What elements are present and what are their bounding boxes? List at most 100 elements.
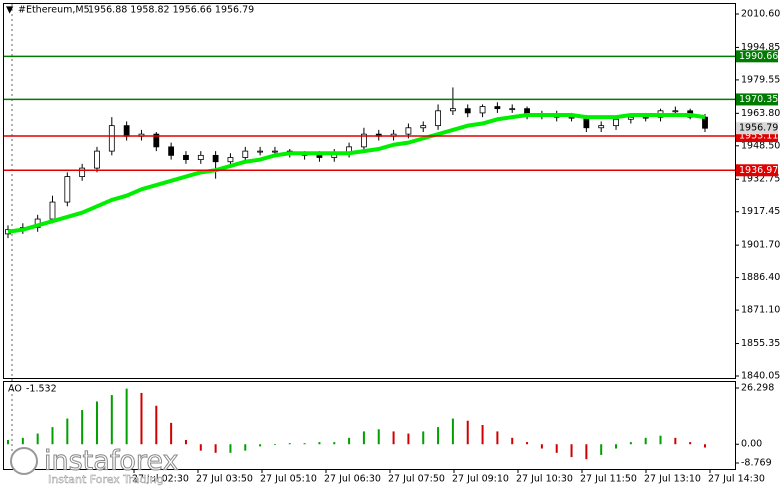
ao-bar — [110, 395, 113, 445]
ao-bar — [303, 443, 306, 445]
ao-bar — [629, 442, 632, 445]
bull-candle — [435, 110, 441, 127]
bull-candle — [197, 154, 204, 161]
ao-bar — [674, 437, 677, 445]
bull-candle — [94, 150, 100, 169]
brand: instaforex — [44, 446, 178, 477]
ao-bar — [229, 444, 232, 453]
bull-candle — [672, 110, 679, 113]
x-tick-label: 27 Jul 07:50 — [388, 474, 445, 485]
bull-candle — [227, 157, 234, 163]
ao-bar — [615, 444, 618, 449]
bear-candle — [212, 154, 219, 163]
y-tick-label: 1840.05 — [741, 371, 780, 382]
ao-bar — [95, 401, 98, 445]
x-tick-label: 27 Jul 10:30 — [516, 474, 573, 485]
ao-bar — [318, 442, 321, 445]
y-tick-label: -8.769 — [741, 458, 772, 469]
x-tick-label: 27 Jul 11:50 — [580, 474, 637, 485]
ao-bar — [81, 410, 84, 445]
bull-candle — [449, 108, 456, 112]
ao-bar — [170, 422, 173, 445]
level-box — [736, 50, 778, 63]
bull-candle — [568, 116, 575, 119]
ao-bar — [66, 418, 69, 445]
ao-bar — [511, 437, 514, 445]
ao-bar — [466, 420, 469, 445]
ao-bar — [362, 431, 365, 445]
bull-candle — [242, 150, 249, 158]
current-price: 1956.79 — [739, 123, 778, 134]
ao-bar — [585, 444, 588, 460]
ao-bar — [51, 427, 54, 445]
bull-candle — [613, 118, 619, 127]
ao-bar — [407, 433, 410, 445]
ao-bar — [377, 429, 380, 445]
y-tick-label: 1994.85 — [741, 42, 780, 53]
plot-layer: 2010.60 1994.85 1979.55 1963.80 1948.50 1932.… — [4, 9, 780, 485]
x-tick-label: 27 Jul 03:50 — [196, 474, 253, 485]
bull-candle — [598, 125, 605, 129]
x-tick-label: 27 Jul 02:30 — [132, 474, 189, 485]
bear-candle — [123, 125, 130, 137]
level-box — [736, 164, 778, 177]
bull-candle — [272, 150, 278, 153]
ao-bar — [392, 431, 395, 445]
ao-bar — [333, 442, 336, 445]
ao-bar — [7, 439, 9, 445]
ao-bar — [422, 431, 425, 445]
level-label: 1953.11 — [739, 131, 778, 142]
ao-bar — [199, 444, 202, 451]
ao-bar — [555, 444, 558, 453]
ao-panel — [3, 381, 736, 470]
ao-bar — [244, 444, 247, 451]
y-tick-label: 1886.40 — [741, 272, 780, 283]
bear-candle — [153, 133, 160, 148]
bear-candle — [168, 146, 175, 156]
x-tick-label: 27 Jul 14:30 — [708, 474, 765, 485]
x-tick-label: 27 Jul 06:30 — [324, 474, 381, 485]
ao-bar — [437, 427, 440, 445]
logo — [10, 447, 38, 475]
bull-candle — [79, 167, 86, 177]
ao-bar — [659, 435, 662, 445]
ao-bar — [704, 444, 707, 448]
ao-bar — [644, 437, 647, 445]
y-tick-label: 1855.35 — [741, 338, 780, 349]
main-panel — [3, 3, 736, 379]
ao-bar — [600, 444, 603, 455]
bear-candle — [494, 106, 501, 110]
bear-candle — [183, 154, 189, 161]
ao-bar — [526, 442, 529, 445]
bull-candle — [64, 176, 71, 203]
ao-bar — [155, 405, 158, 445]
level-label: 1970.35 — [739, 94, 778, 105]
bull-candle — [257, 150, 264, 153]
y-tick-label: 1871.10 — [741, 305, 780, 316]
watermark: instaforex Instant Forex Trading — [10, 445, 179, 486]
ao-bar — [140, 392, 143, 445]
bull-candle — [361, 133, 367, 148]
bear-candle — [316, 154, 323, 158]
ao-bar — [689, 442, 692, 445]
ao-name: AO — [8, 384, 22, 395]
ao-bar — [259, 444, 262, 447]
ao-bar — [36, 433, 39, 445]
y-tick-label: 26.298 — [741, 383, 774, 394]
bull-candle — [479, 106, 486, 114]
bull-candle — [49, 201, 56, 220]
bull-candle — [420, 125, 427, 129]
bull-candle — [642, 116, 649, 119]
ao-bar — [540, 444, 543, 449]
level-label: 1990.66 — [739, 51, 778, 62]
ao-bar — [273, 444, 276, 446]
symbol: #Ethereum,M5 — [18, 5, 90, 16]
y-tick-label: 0.00 — [741, 439, 762, 450]
ao-value: -1.532 — [26, 384, 57, 395]
level-label: 1936.97 — [739, 165, 778, 176]
triangle-icon: ▼ — [6, 5, 14, 16]
bull-candle — [509, 108, 516, 111]
moving-average — [7, 113, 706, 234]
